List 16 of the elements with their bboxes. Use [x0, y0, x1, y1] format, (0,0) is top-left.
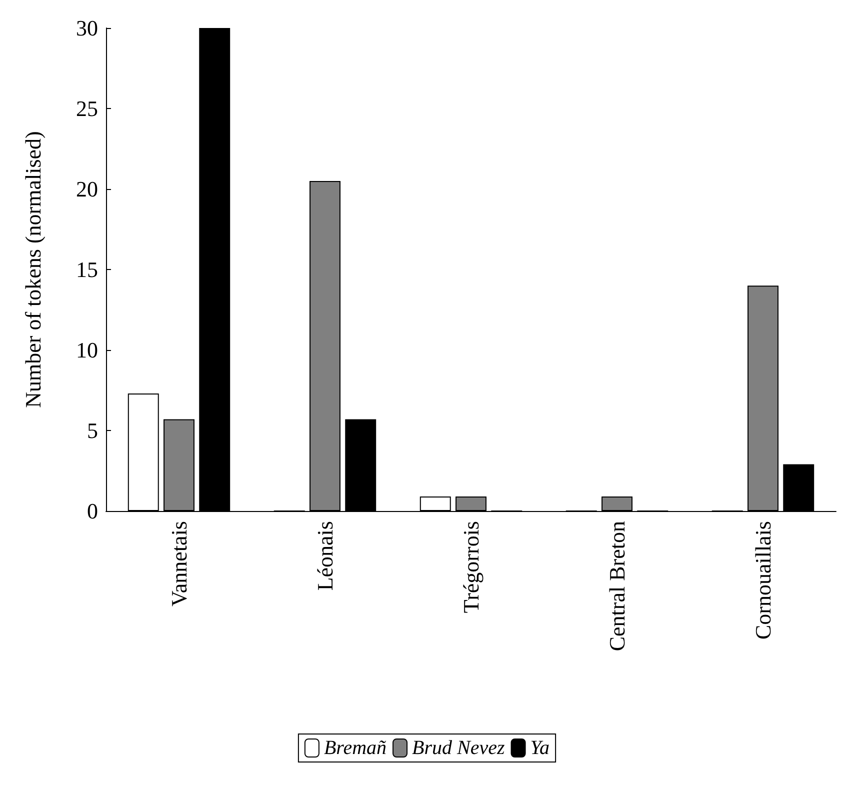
y-tick-label: 30	[76, 16, 98, 40]
legend-label: Ya	[530, 737, 550, 759]
y-axis-title: Number of tokens (normalised)	[20, 131, 46, 408]
x-tick-label: Vannetais	[166, 521, 192, 607]
legend-label: Brud Nevez	[412, 737, 505, 759]
x-tick-label: Léonais	[312, 521, 338, 591]
y-tick-label: 15	[76, 257, 98, 282]
y-tick-label: 0	[87, 498, 98, 524]
x-tick-label: Central Breton	[604, 521, 630, 652]
y-tick-label: 5	[87, 418, 98, 443]
x-tick-label: Cornouaillais	[750, 521, 776, 640]
y-tick-label: 20	[76, 176, 98, 202]
y-tick-label: 10	[76, 338, 98, 362]
x-tick-label: Trégorrois	[458, 521, 484, 614]
legend-label: Bremañ	[324, 737, 387, 759]
y-tick-label: 25	[76, 96, 98, 121]
